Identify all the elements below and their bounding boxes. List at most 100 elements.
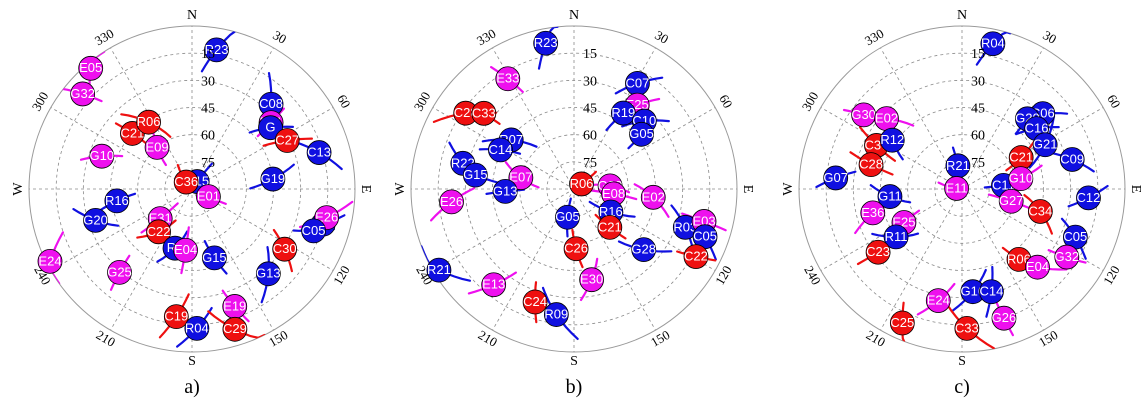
satellite-label: G28 [631, 242, 656, 257]
satellite-label: C23 [866, 244, 890, 259]
azimuth-tick-label: 120 [330, 263, 353, 287]
satellite-label: R16 [105, 193, 129, 208]
satellite-dot [173, 169, 199, 195]
satellite-marker-c33: C33 [471, 100, 497, 126]
satellite-dot [683, 244, 709, 270]
satellite-dot [306, 140, 332, 165]
elevation-tick-label: 75 [583, 156, 597, 171]
satellite-marker-r06: R06 [1006, 246, 1032, 272]
satellite-marker-g10: G10 [1008, 166, 1034, 192]
elevation-ring [437, 52, 711, 326]
satellite-label: C29 [223, 321, 247, 336]
satellite-label: G30 [851, 107, 876, 122]
satellite-marker-g15: G15 [201, 245, 227, 271]
cardinal-label-n: N [569, 8, 579, 23]
satellite-label: E04 [1026, 259, 1049, 274]
satellite-dot [640, 184, 666, 210]
satellite-marker-e11: E11 [944, 176, 969, 201]
satellite-label: C27 [275, 132, 299, 147]
satellite-marker-c05: C05 [301, 218, 326, 244]
elevation-tick-label: 45 [201, 102, 215, 117]
satellite-label: E30 [580, 272, 603, 287]
azimuth-tick-label: 120 [1100, 263, 1123, 287]
elevation-ring [164, 161, 220, 217]
satellite-label: C28 [454, 105, 478, 120]
satellite-dot [979, 279, 1004, 305]
satellite-label: C21 [598, 219, 622, 234]
satellite-label: G05 [555, 209, 580, 224]
cardinal-label-s: S [188, 354, 196, 369]
satellite-label: C19 [164, 309, 188, 324]
satellite-dot [481, 272, 507, 298]
satellite-marker-r06: R06 [569, 171, 594, 197]
satellite-dot [471, 100, 497, 126]
elevation-tick-label: 60 [201, 129, 215, 144]
azimuth-tick-label: 60 [716, 92, 735, 111]
azimuth-tick-label: 120 [712, 263, 735, 287]
satellite-dot [877, 184, 903, 209]
satellite-label: R06 [137, 114, 161, 129]
satellite-marker-g13: G13 [492, 179, 518, 204]
elevation-ring [880, 107, 1044, 271]
satellite-marker-c21: C21 [1008, 145, 1034, 170]
satellite-label: G11 [878, 189, 902, 204]
azimuth-tick-label: 330 [92, 26, 116, 49]
azimuth-tick-label: 150 [1036, 327, 1060, 350]
satellite-dot [104, 188, 130, 214]
satellite-marker-c29: C29 [222, 316, 248, 342]
satellite-dot [980, 31, 1006, 57]
satellite-dot [1008, 166, 1034, 192]
satellite-dot [78, 55, 104, 81]
satellite-marker-c14: C14 [488, 137, 513, 163]
satellite-dot [426, 257, 452, 283]
satellite-label: R23 [534, 35, 558, 50]
satellite-marker-r21: R21 [945, 153, 971, 179]
satellite-label: E26 [315, 210, 338, 225]
satellite-label: G32 [70, 86, 95, 101]
satellite-marker-g05: G05 [555, 204, 580, 230]
satellite-marker-e04: E04 [173, 237, 198, 263]
elevation-tick-label: 15 [583, 47, 597, 62]
satellite-dot [144, 134, 170, 160]
satellite-label: C24 [523, 294, 547, 309]
satellite-marker-e08: E08 [601, 181, 626, 207]
cardinal-label-n: N [187, 8, 197, 23]
satellite-label: G10 [90, 148, 115, 163]
azimuth-tick-label: 210 [476, 327, 500, 350]
satellite-dot [925, 288, 951, 314]
azimuth-tick-label: 300 [411, 89, 434, 113]
satellite-label: G05 [629, 126, 654, 141]
satellite-label: R09 [544, 306, 568, 321]
satellite-label: G [265, 120, 275, 135]
satellite-label: C05 [693, 229, 717, 244]
satellite-dot [462, 162, 488, 188]
satellite-dot [89, 143, 115, 169]
satellite-label: G26 [992, 310, 1017, 325]
satellite-marker-e36: E36 [860, 200, 886, 226]
elevation-ring [55, 52, 329, 326]
azimuth-tick-label: 210 [864, 327, 888, 350]
satellite-dot [107, 259, 132, 285]
satellite-dot [533, 30, 559, 56]
satellite-label: E33 [496, 71, 519, 86]
satellite-label: C12 [1077, 190, 1101, 205]
satellite-dot [492, 179, 518, 204]
satellite-dot [954, 315, 980, 341]
satellite-dot [163, 304, 189, 330]
elevation-tick-label: 15 [971, 47, 985, 62]
satellite-marker-r11: R11 [883, 224, 909, 250]
satellite-label: E03 [692, 213, 715, 228]
satellite-marker-c23: C23 [865, 239, 891, 265]
satellite-label: E08 [602, 186, 625, 201]
satellite-marker-c36: C36 [173, 169, 199, 195]
satellite-dot [255, 261, 281, 287]
satellite-marker-g30: G30 [851, 102, 877, 128]
elevation-tick-label: 75 [971, 156, 985, 171]
elevation-tick-label: 15 [201, 47, 215, 62]
cardinal-label-s: S [958, 354, 966, 369]
satellite-label: G21 [1033, 137, 1058, 152]
satellite-label: G13 [493, 183, 518, 198]
satellite-label: E13 [482, 277, 505, 292]
satellite-label: E07 [509, 170, 532, 185]
